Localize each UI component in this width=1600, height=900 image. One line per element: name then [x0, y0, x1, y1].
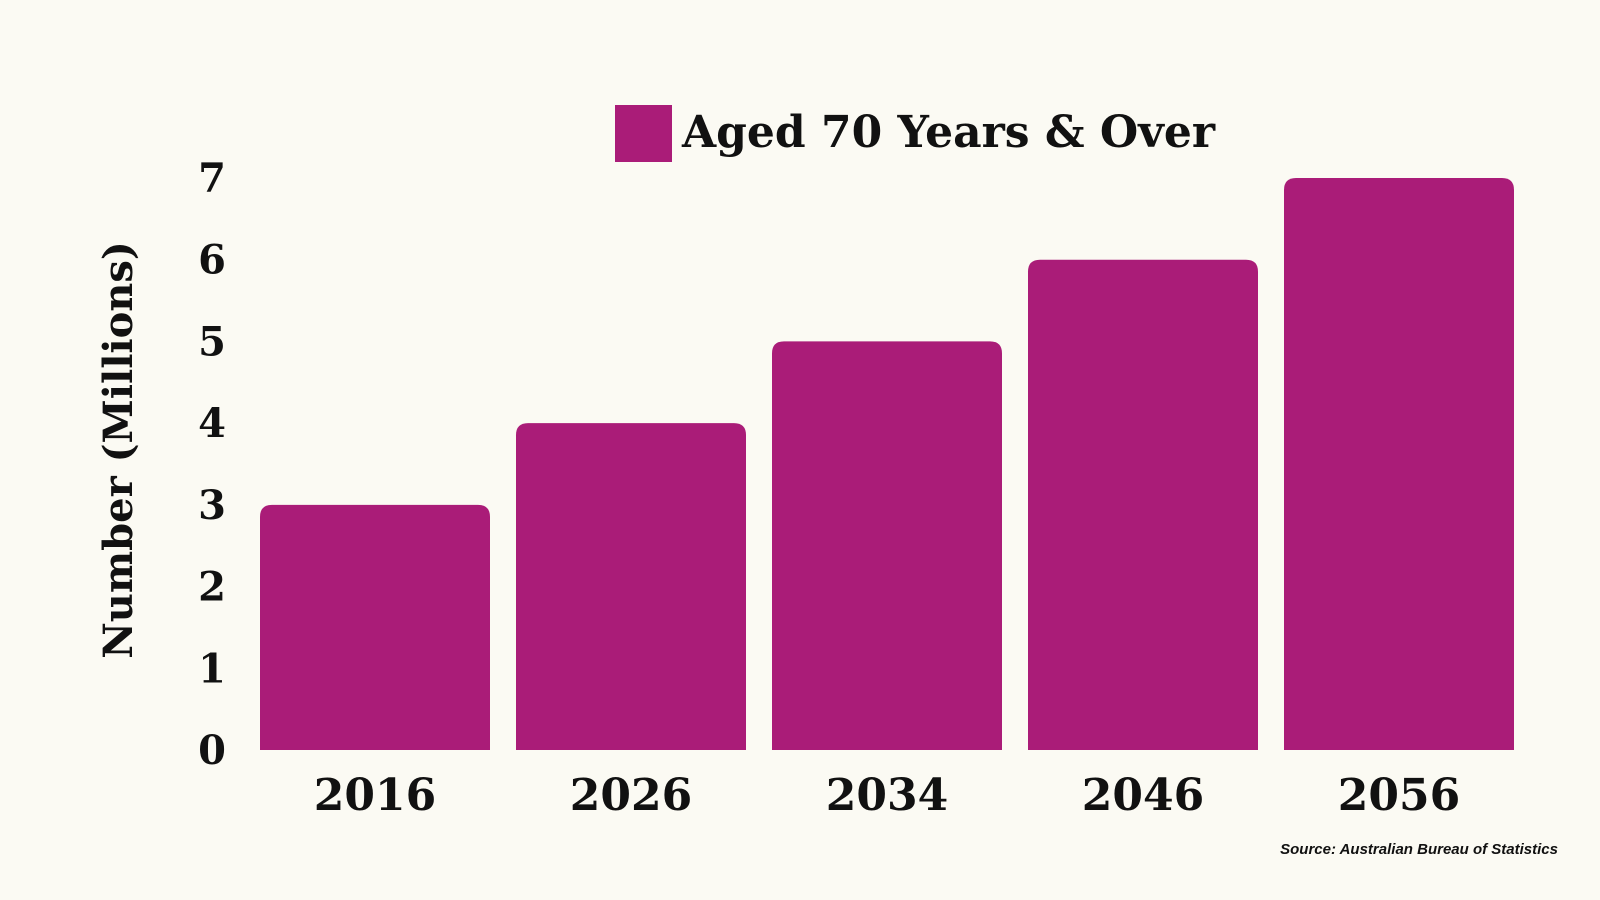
legend-swatch [615, 105, 672, 162]
bar-2016 [260, 504, 490, 750]
bar-2034 [772, 341, 1002, 750]
y-tick-label: 5 [198, 318, 226, 365]
legend-label: Aged 70 Years & Over [681, 107, 1216, 158]
x-tick-label: 2034 [826, 770, 948, 821]
bar-2026 [516, 423, 746, 750]
x-tick-label: 2016 [314, 770, 436, 821]
y-tick-label: 2 [198, 564, 226, 611]
y-tick-label: 6 [198, 237, 226, 284]
bars [260, 178, 1514, 750]
y-axis-title: Number (Millions) [95, 241, 142, 659]
y-tick-label: 3 [198, 482, 226, 529]
y-tick-label: 0 [198, 727, 226, 774]
x-tick-label: 2046 [1082, 770, 1204, 821]
x-tick-label: 2056 [1338, 770, 1460, 821]
y-tick-label: 1 [198, 645, 226, 692]
legend: Aged 70 Years & Over [615, 105, 1216, 162]
y-tick-label: 7 [198, 155, 226, 202]
x-tick-label: 2026 [570, 770, 692, 821]
source-note: Source: Australian Bureau of Statistics [1280, 841, 1558, 858]
bar-2056 [1284, 178, 1514, 750]
bar-2046 [1028, 259, 1258, 750]
y-tick-label: 4 [198, 400, 226, 447]
x-axis-ticks: 2016 2026 2034 2046 2056 [314, 770, 1460, 821]
y-axis-ticks: 0 1 2 3 4 5 6 7 [198, 155, 226, 774]
